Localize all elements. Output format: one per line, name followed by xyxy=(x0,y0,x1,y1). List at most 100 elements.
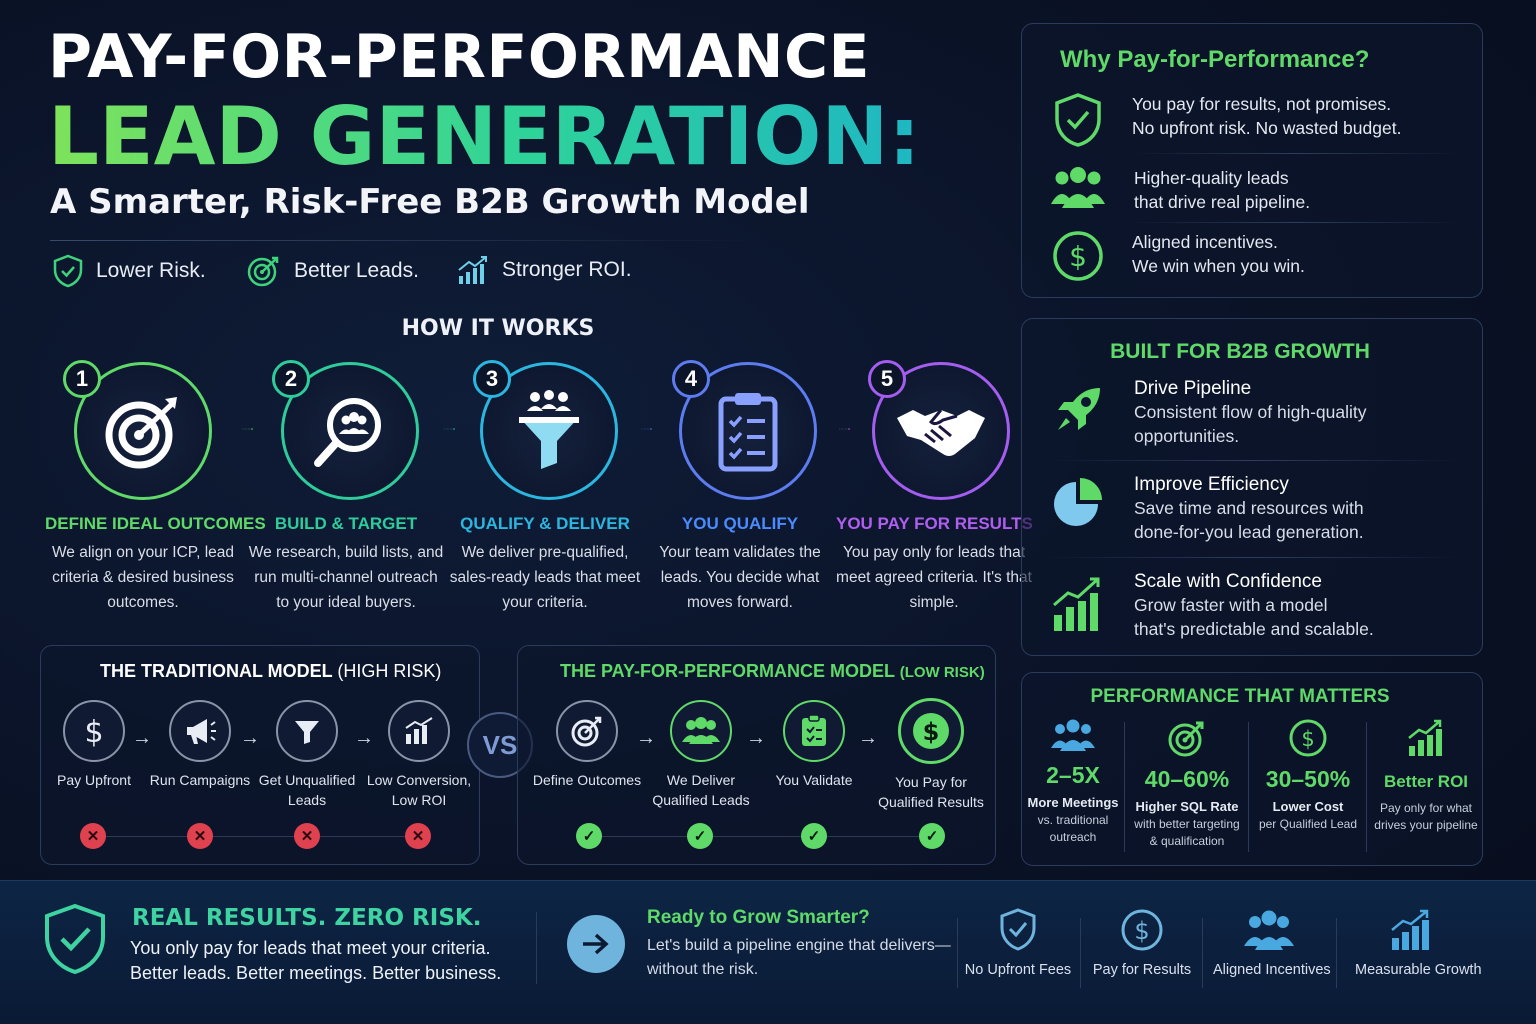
how-it-works-title: HOW IT WORKS xyxy=(401,316,595,341)
shield-check-icon xyxy=(1000,908,1036,951)
built-item: Improve Efficiency Save time and resource… xyxy=(1050,474,1364,544)
title-line-2: LEAD GENERATION: xyxy=(48,90,921,183)
built-item-desc: that's predictable and scalable. xyxy=(1134,619,1374,639)
funnel-icon xyxy=(295,721,319,744)
footer-line-2: Better leads. Better meetings. Better bu… xyxy=(130,963,502,983)
footer-badge: No Upfront Fees xyxy=(962,908,1074,978)
metric: 2–5X More Meetings vs. traditional outre… xyxy=(1017,718,1129,846)
pfp-step: Define Outcomes xyxy=(532,700,642,790)
growth-chart-icon xyxy=(1408,719,1442,756)
why-panel xyxy=(1021,23,1483,298)
traditional-step: Get Unqualified Leads xyxy=(252,700,362,810)
footer xyxy=(0,880,1536,1024)
icon-circle xyxy=(556,700,618,762)
built-separator xyxy=(1044,557,1464,558)
built-text: Drive Pipeline Consistent flow of high-qu… xyxy=(1134,378,1366,448)
pfp-step: We Deliver Qualified Leads xyxy=(646,700,756,810)
cta-line-1: Let's build a pipeline engine that deliv… xyxy=(647,937,951,954)
traditional-step: Run Campaigns xyxy=(145,700,255,790)
built-item-desc: Save time and resources with xyxy=(1134,498,1364,518)
step-label: You Pay for Qualified Results xyxy=(878,774,984,810)
footer-divider xyxy=(957,918,958,988)
built-item-title: Drive Pipeline xyxy=(1134,378,1252,399)
metric-sub: with better targeting & qualification xyxy=(1134,817,1240,848)
metric-label: Lower Cost xyxy=(1272,799,1344,814)
svg-text:$: $ xyxy=(923,718,940,746)
clipboard-icon xyxy=(802,714,826,746)
step-title: YOU QUALIFY xyxy=(681,514,799,533)
why-item: Higher-quality leads that drive real pipe… xyxy=(1050,166,1310,214)
pfp-risk-label: (LOW RISK) xyxy=(899,664,985,681)
pfp-step: You Validate xyxy=(759,700,869,790)
why-line: No upfront risk. No wasted budget. xyxy=(1132,118,1402,138)
metric-sub: vs. traditional outreach xyxy=(1037,813,1109,844)
arrow-right-icon: → xyxy=(240,727,260,749)
target-icon xyxy=(105,397,177,469)
cta-arrow-button[interactable] xyxy=(567,915,625,973)
step-label: Pay Upfront xyxy=(57,772,131,788)
why-line: We win when you win. xyxy=(1132,256,1305,276)
rocket-icon xyxy=(1058,388,1100,430)
performance-divider xyxy=(1366,722,1367,852)
why-separator xyxy=(1130,153,1460,154)
why-text: You pay for results, not promises. No upf… xyxy=(1132,92,1401,140)
cta-line-2: without the risk. xyxy=(647,961,759,978)
mark-divider xyxy=(595,836,935,837)
built-item-title: Scale with Confidence xyxy=(1134,571,1322,592)
why-text: Higher-quality leads that drive real pipe… xyxy=(1134,166,1310,214)
pfp-title-text: THE PAY-FOR-PERFORMANCE MODEL xyxy=(560,661,895,681)
built-item-title: Improve Efficiency xyxy=(1134,474,1289,495)
svg-text:$: $ xyxy=(1301,727,1314,751)
benefit-stronger-roi: Stronger ROI. xyxy=(456,254,632,286)
step-description: We deliver pre-qualified, sales-ready le… xyxy=(449,544,641,611)
target-icon xyxy=(571,716,602,747)
traditional-risk-label: (HIGH RISK) xyxy=(337,661,442,681)
icon-circle xyxy=(783,700,845,762)
x-mark-icon: ✕ xyxy=(294,823,320,849)
people-icon xyxy=(682,717,720,744)
step-number: 1 xyxy=(63,360,101,398)
pfp-model-title: THE PAY-FOR-PERFORMANCE MODEL (LOW RISK) xyxy=(560,661,985,682)
badge-label: Aligned Incentives xyxy=(1213,962,1331,978)
arrow-right-icon: → xyxy=(354,727,374,749)
benefit-lower-risk: Lower Risk. xyxy=(52,254,206,288)
dollar-icon: $ xyxy=(913,713,949,749)
subtitle: A Smarter, Risk-Free B2B Growth Model xyxy=(50,182,810,222)
dollar-icon: $ xyxy=(1053,231,1103,281)
shield-check-icon xyxy=(1055,93,1101,147)
benefit-better-leads: Better Leads. xyxy=(246,254,419,288)
growth-chart-icon xyxy=(458,256,487,284)
search-people-icon xyxy=(314,398,381,467)
traditional-step: Low Conversion, Low ROI xyxy=(364,700,474,810)
metric-value: Better ROI xyxy=(1383,772,1469,791)
built-item-desc: Grow faster with a model xyxy=(1134,595,1328,615)
badge-label: Measurable Growth xyxy=(1355,962,1482,978)
pie-chart-icon xyxy=(1054,478,1102,526)
footer-badge: $ Pay for Results xyxy=(1086,908,1198,978)
step-label: Get Unqualified Leads xyxy=(258,772,356,808)
icon-circle: $ xyxy=(63,700,125,762)
icon-circle: $ xyxy=(898,698,964,764)
x-mark-icon: ✕ xyxy=(187,823,213,849)
icon-circle xyxy=(670,700,732,762)
metric: Better ROI Pay only for what drives your… xyxy=(1370,718,1482,834)
dollar-icon: $ xyxy=(84,715,103,748)
people-icon xyxy=(1051,167,1105,208)
footer-badge: Measurable Growth xyxy=(1355,908,1482,978)
built-separator xyxy=(1044,460,1464,461)
dollar-icon: $ xyxy=(1289,719,1327,757)
built-title: BUILT FOR B2B GROWTH xyxy=(1110,340,1370,363)
icon-circle xyxy=(388,700,450,762)
traditional-step: $ Pay Upfront xyxy=(39,700,149,790)
why-line: Higher-quality leads xyxy=(1134,168,1289,188)
cta-title[interactable]: Ready to Grow Smarter? xyxy=(647,907,870,928)
funnel-icon xyxy=(519,390,579,469)
arrow-right-icon: → xyxy=(746,727,766,749)
metric: 40–60% Higher SQL Rate with better targe… xyxy=(1131,718,1243,850)
footer-badge: Aligned Incentives xyxy=(1213,908,1331,978)
step-number: 2 xyxy=(272,360,310,398)
why-line: that drive real pipeline. xyxy=(1134,192,1311,212)
check-mark-icon: ✓ xyxy=(801,823,827,849)
step-number: 5 xyxy=(868,360,906,398)
benefit-label: Stronger ROI. xyxy=(502,258,632,281)
